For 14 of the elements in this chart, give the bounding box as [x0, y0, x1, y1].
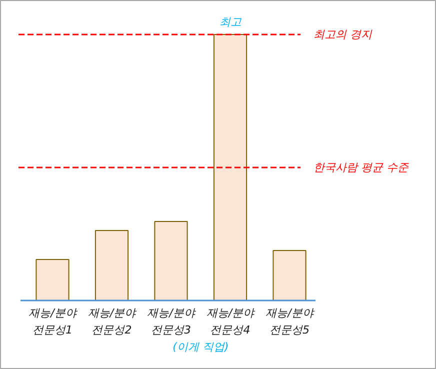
x-tick-label: 재능/분야 전문성2 — [88, 306, 138, 336]
bar — [94, 230, 129, 301]
x-tick-label: 재능/분야 전문성4 — [206, 306, 256, 336]
ref-line-label: 최고의 경지 — [314, 28, 373, 41]
bar — [272, 250, 306, 301]
bar — [213, 34, 248, 301]
annotation: 최고 — [219, 16, 242, 28]
x-tick-label: 재능/분야 전문성5 — [266, 306, 316, 336]
x-axis-title: (이게 직업) — [172, 340, 229, 354]
bar — [154, 221, 188, 301]
bar — [36, 259, 70, 301]
x-tick-label: 재능/분야 전문성3 — [147, 306, 197, 336]
x-tick-label: 재능/분야 전문성1 — [28, 306, 78, 336]
ref-line-label: 한국사람 평균 수준 — [314, 161, 410, 174]
